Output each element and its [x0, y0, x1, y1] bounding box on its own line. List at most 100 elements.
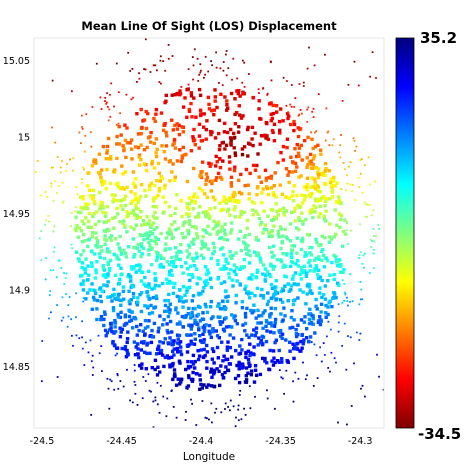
los-point — [240, 152, 245, 157]
los-point — [190, 299, 194, 303]
los-point — [93, 276, 97, 280]
los-point — [290, 194, 294, 198]
los-point — [266, 214, 270, 218]
los-point — [311, 162, 316, 167]
los-point — [271, 267, 276, 271]
los-point — [191, 362, 196, 366]
los-point — [152, 400, 155, 403]
los-point — [222, 130, 227, 134]
los-point — [104, 275, 108, 279]
los-point — [121, 221, 125, 226]
los-point — [50, 311, 52, 314]
los-point — [215, 66, 218, 69]
los-point — [86, 278, 90, 282]
los-point — [341, 270, 345, 275]
los-point — [97, 334, 100, 337]
los-point — [210, 109, 214, 113]
los-point — [86, 291, 90, 295]
los-point — [281, 288, 285, 292]
los-point — [146, 248, 151, 252]
los-point — [121, 207, 125, 212]
los-point — [302, 85, 305, 87]
los-point — [103, 328, 108, 333]
los-point — [118, 335, 123, 339]
los-point — [346, 300, 349, 302]
los-point — [291, 342, 295, 346]
los-point — [169, 229, 173, 233]
los-point — [186, 359, 190, 364]
los-point — [106, 105, 109, 108]
los-point — [336, 264, 340, 268]
los-point — [344, 293, 347, 296]
los-point — [233, 122, 238, 126]
los-point — [270, 324, 274, 328]
los-point — [359, 223, 361, 226]
los-point — [267, 230, 271, 235]
los-point — [172, 353, 176, 357]
los-point — [250, 277, 254, 281]
los-point — [270, 116, 274, 121]
los-point — [157, 326, 161, 330]
los-point — [288, 340, 292, 344]
los-point — [193, 318, 197, 322]
los-point — [271, 191, 275, 195]
los-point — [308, 209, 312, 213]
los-point — [344, 232, 348, 236]
los-point — [252, 345, 256, 349]
los-point — [224, 306, 228, 310]
los-point — [265, 134, 269, 138]
los-point — [259, 220, 264, 225]
los-point — [239, 265, 243, 269]
los-point — [147, 269, 151, 274]
x-tick-label: -24.35 — [265, 436, 296, 447]
los-point — [132, 96, 134, 99]
los-point — [170, 355, 174, 359]
los-point — [173, 211, 177, 216]
los-point — [307, 160, 311, 164]
los-point — [273, 306, 277, 311]
los-point — [322, 217, 327, 222]
los-point — [212, 108, 216, 112]
los-point — [113, 388, 116, 391]
los-point — [177, 288, 182, 292]
los-point — [91, 354, 94, 357]
los-point — [308, 258, 312, 263]
los-point — [323, 181, 327, 186]
los-point — [314, 297, 318, 302]
los-point — [135, 112, 139, 116]
los-point — [107, 219, 111, 223]
los-point — [255, 270, 259, 274]
los-point — [100, 345, 103, 347]
los-point — [214, 164, 218, 168]
los-point — [112, 197, 116, 201]
los-point — [237, 408, 240, 411]
los-point — [247, 364, 252, 369]
los-point — [155, 296, 159, 301]
los-point — [99, 180, 104, 184]
los-point — [246, 292, 251, 296]
los-point — [183, 293, 187, 298]
los-point — [285, 137, 290, 141]
los-point — [298, 113, 301, 116]
los-point — [74, 250, 79, 254]
los-point — [279, 150, 283, 155]
los-point — [138, 194, 143, 199]
los-point — [212, 219, 216, 223]
los-point — [174, 306, 178, 310]
los-point — [259, 293, 263, 298]
los-point — [276, 160, 280, 165]
los-point — [347, 83, 350, 86]
los-point — [52, 199, 55, 202]
los-point — [221, 376, 226, 380]
los-point — [317, 215, 321, 219]
los-point — [182, 220, 186, 225]
los-point — [207, 271, 211, 275]
los-point — [177, 123, 181, 127]
los-point — [250, 311, 254, 315]
los-point — [217, 303, 221, 307]
los-point — [233, 318, 238, 323]
los-point — [81, 178, 83, 180]
los-point — [224, 365, 228, 369]
los-point — [269, 208, 273, 212]
los-point — [239, 116, 244, 120]
